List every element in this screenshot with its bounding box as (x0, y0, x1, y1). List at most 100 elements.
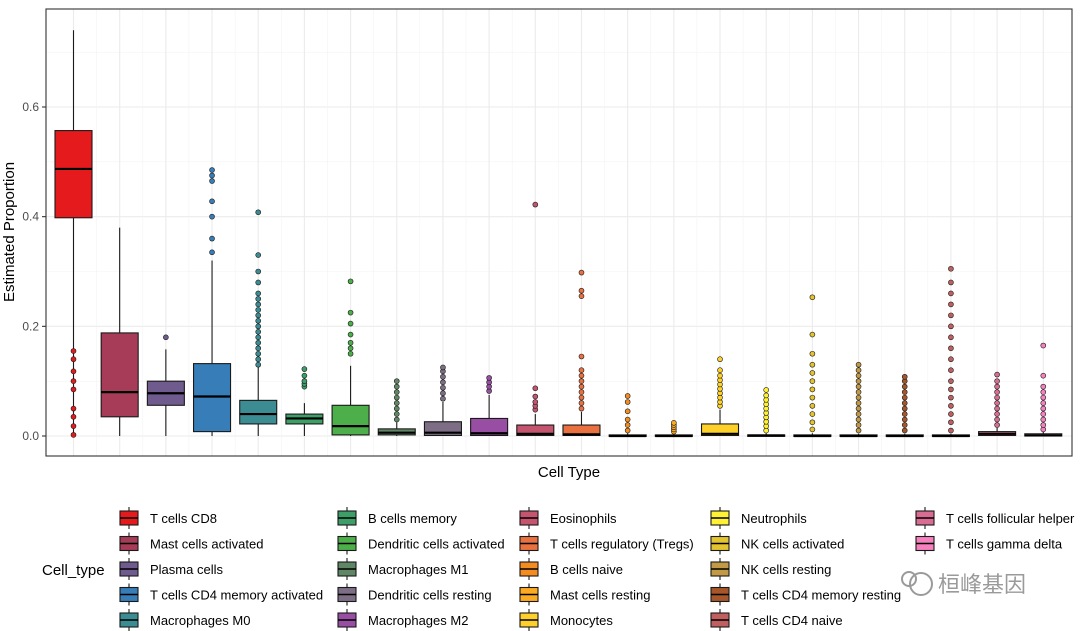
box-group (192, 167, 232, 436)
box-group (377, 378, 416, 436)
outlier-point (809, 411, 816, 417)
legend-label: T cells regulatory (Tregs) (550, 537, 694, 552)
outlier-point (578, 405, 585, 412)
outlier-point (901, 394, 908, 401)
outlier-point (901, 411, 908, 417)
outlier-point (301, 366, 308, 372)
watermark-logo-bubble (901, 571, 917, 587)
box-series (54, 30, 1063, 438)
outlier-point (948, 334, 954, 341)
legend-label: T cells gamma delta (946, 537, 1063, 552)
panel-frame (45, 8, 1073, 457)
outlier-point (809, 403, 816, 409)
outlier-point (948, 290, 954, 297)
legend-label: B cells naive (550, 562, 623, 577)
legend-label: NK cells resting (741, 562, 831, 577)
outlier-point (70, 386, 77, 393)
outlier-point (255, 296, 262, 302)
x-axis-title: Cell Type (538, 464, 600, 481)
outlier-point (763, 387, 770, 393)
legend-item: Plasma cells (119, 558, 223, 580)
box-group (562, 269, 601, 437)
outlier-point (901, 422, 908, 428)
outlier-point (347, 331, 354, 338)
legend-item: Monocytes (519, 609, 613, 631)
outlier-point (717, 367, 723, 374)
outlier-point (578, 353, 585, 360)
legend-label: T cells CD4 memory resting (741, 588, 901, 603)
outlier-point (855, 383, 862, 390)
outlier-point (809, 370, 816, 376)
outlier-point (440, 373, 446, 380)
outlier-point (347, 345, 354, 352)
outlier-point (855, 394, 862, 401)
outlier-point (486, 375, 492, 381)
outlier-point (948, 419, 954, 426)
outlier-point (440, 384, 446, 391)
outlier-point (624, 399, 631, 405)
legend-label: T cells CD4 memory activated (150, 588, 323, 603)
outlier-point (948, 265, 954, 272)
outlier-point (809, 419, 816, 426)
box-group (516, 201, 555, 437)
outlier-point (163, 334, 169, 341)
outlier-point (255, 268, 262, 275)
outlier-point (209, 249, 215, 256)
outlier-point (578, 389, 585, 395)
outlier-point (255, 279, 262, 286)
y-axis: 0.0 0.2 0.4 0.6 (22, 100, 46, 443)
legend: Cell_type T cells CD8 Mast cells activate… (42, 507, 1075, 631)
outlier-point (855, 405, 862, 412)
outlier-point (70, 348, 77, 354)
box-group (931, 265, 970, 438)
outlier-point (855, 427, 862, 434)
outlier-point (948, 386, 954, 393)
y-tick-label: 0.6 (22, 100, 39, 114)
legend-label: Mast cells resting (550, 588, 650, 603)
box-group (423, 364, 462, 437)
outlier-point (994, 378, 1000, 384)
outlier-point (70, 432, 77, 438)
outlier-point (70, 378, 77, 384)
watermark: 桓峰基因 (901, 571, 1026, 598)
box-group (285, 366, 324, 436)
outlier-point (209, 167, 215, 173)
outlier-point (763, 392, 770, 399)
legend-label: Monocytes (550, 613, 613, 628)
outlier-point (1040, 372, 1047, 379)
outlier-point (70, 356, 77, 363)
outlier-point (393, 389, 400, 395)
outlier-point (855, 422, 862, 428)
box-group (100, 227, 139, 436)
outlier-point (855, 411, 862, 417)
legend-label: Macrophages M0 (150, 613, 250, 628)
outlier-point (948, 367, 954, 374)
outlier-point (624, 416, 631, 423)
outlier-point (1040, 411, 1047, 417)
box-group (608, 393, 647, 438)
legend-label: Dendritic cells resting (368, 588, 492, 603)
outlier-point (255, 290, 262, 297)
outlier-point (1040, 400, 1047, 406)
outlier-point (347, 350, 354, 357)
outlier-point (578, 287, 585, 294)
outlier-point (209, 235, 215, 242)
box-group (793, 294, 832, 438)
outlier-point (855, 372, 862, 379)
outlier-point (994, 394, 1000, 401)
legend-item: Macrophages M2 (337, 609, 468, 631)
box-group (747, 387, 786, 437)
outlier-point (948, 427, 954, 434)
outlier-point (209, 213, 215, 220)
outlier-point (948, 394, 954, 401)
legend-label: Mast cells activated (150, 537, 263, 552)
legend-item: B cells memory (337, 507, 457, 529)
outlier-point (901, 400, 908, 406)
outlier-point (948, 312, 954, 319)
outlier-point (532, 385, 539, 392)
outlier-point (1040, 405, 1047, 412)
outlier-point (440, 390, 446, 397)
legend-label: T cells follicular helper (946, 511, 1075, 526)
outlier-point (532, 399, 539, 405)
